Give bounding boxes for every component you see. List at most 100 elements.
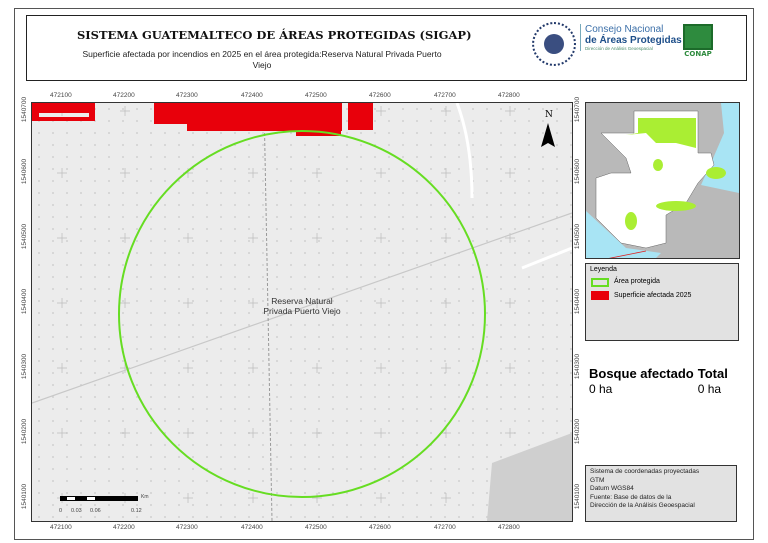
y-tick-label: 1540600 <box>574 158 582 185</box>
legend-title: Leyenda <box>590 266 617 273</box>
grid-cross <box>57 168 67 178</box>
outer-frame <box>14 8 754 540</box>
y-tick-label: 1540100 <box>21 483 29 510</box>
grid-cross <box>183 428 193 438</box>
grid-cross <box>441 298 451 308</box>
road-white <box>455 103 474 199</box>
grid-cross <box>183 298 193 308</box>
grid-cross <box>120 233 130 243</box>
road <box>32 212 572 404</box>
grid-cross <box>505 106 515 116</box>
x-tick-label: 472100 <box>50 92 72 99</box>
info-line: Sistema de coordenadas proyectadas <box>590 468 700 475</box>
x-tick-label: 472600 <box>369 524 391 531</box>
stats-value-total: 0 ha <box>697 382 722 396</box>
legend-label-burned: Superficie afectada 2025 <box>614 292 692 299</box>
x-tick-label: 472800 <box>498 524 520 531</box>
guatemala-seal-logo <box>532 22 576 66</box>
grid-cross <box>120 428 130 438</box>
y-tick-label: 1540300 <box>574 353 582 380</box>
legend: Leyenda Área protegida Superficie afecta… <box>585 263 739 341</box>
stats-value-bosque: 0 ha <box>589 382 613 396</box>
y-tick-label: 1540300 <box>21 353 29 380</box>
grid-cross <box>376 493 386 503</box>
y-tick-label: 1540500 <box>21 223 29 250</box>
legend-swatch-protected <box>591 278 609 287</box>
info-line: Datum WGS84 <box>590 485 634 492</box>
header-box: SISTEMA GUATEMALTECO DE ÁREAS PROTEGIDAS… <box>26 15 747 81</box>
grid-cross <box>441 428 451 438</box>
x-tick-label: 472300 <box>176 524 198 531</box>
x-tick-label: 472800 <box>498 92 520 99</box>
scale-label: 0.06 <box>90 508 101 514</box>
grid-cross <box>441 106 451 116</box>
grid-cross <box>376 233 386 243</box>
scale-label: 0 <box>59 508 63 514</box>
grid-cross <box>312 493 322 503</box>
y-tick-label: 1540100 <box>574 483 582 510</box>
conap-logo-text: CONAP <box>684 50 712 58</box>
north-label: N <box>545 110 553 120</box>
grid-cross <box>376 168 386 178</box>
x-tick-label: 472200 <box>113 92 135 99</box>
grid-cross <box>312 233 322 243</box>
grid-cross <box>376 298 386 308</box>
grid-cross <box>441 168 451 178</box>
grid-crosses <box>57 106 515 503</box>
y-tick-label: 1540400 <box>574 288 582 315</box>
grid-cross <box>57 298 67 308</box>
grid-cross <box>57 233 67 243</box>
burned-area <box>32 103 373 136</box>
guatemala <box>595 110 715 249</box>
grid-cross <box>120 298 130 308</box>
y-tick-label: 1540700 <box>21 96 29 123</box>
sea-east <box>701 103 739 193</box>
x-tick-label: 472100 <box>50 524 72 531</box>
locator-inset-map[interactable] <box>585 102 740 259</box>
y-tick-label: 1540600 <box>21 158 29 185</box>
grid-cross <box>248 168 258 178</box>
x-tick-label: 472500 <box>305 524 327 531</box>
scale-label: 0.03 <box>71 508 82 514</box>
conap-wordmark: Consejo Nacional de Áreas Protegidas Dir… <box>580 24 682 51</box>
metadata-box: Sistema de coordenadas proyectadas GTM D… <box>585 465 737 522</box>
y-tick-label: 1540200 <box>574 418 582 445</box>
org-line3: Dirección de Análisis Geoespacial <box>585 46 653 51</box>
grid-cross <box>505 298 515 308</box>
org-line2: de Áreas Protegidas <box>585 35 682 46</box>
x-tick-label: 472600 <box>369 92 391 99</box>
sea-pacific <box>586 211 661 258</box>
protected-areas <box>626 118 696 148</box>
grid-cross <box>376 428 386 438</box>
x-tick-label: 472400 <box>241 92 263 99</box>
x-tick-label: 472700 <box>434 524 456 531</box>
grid-cross <box>120 363 130 373</box>
location-line <box>608 250 647 258</box>
info-line: Fuente: Base de datos de la <box>590 493 672 501</box>
area-label: Reserva Natural Privada Puerto Viejo <box>263 296 341 316</box>
grid-cross <box>183 493 193 503</box>
stats-table: Bosque afectado Total 0 ha 0 ha <box>589 366 728 397</box>
org-line1: Consejo Nacional <box>585 24 664 35</box>
x-tick-label: 472300 <box>176 92 198 99</box>
conap-logo: CONAP <box>682 24 714 60</box>
y-tick-label: 1540500 <box>574 223 582 250</box>
y-tick-label: 1540200 <box>21 418 29 445</box>
locator-svg <box>586 103 739 258</box>
scale-unit: Km <box>141 494 149 500</box>
grid-cross <box>312 168 322 178</box>
main-map[interactable]: N Reserva Natural Privada Puerto Viejo K… <box>31 102 573 522</box>
grid-cross <box>441 493 451 503</box>
protected-area-boundary <box>118 130 486 498</box>
grid-cross <box>120 168 130 178</box>
x-tick-label: 472400 <box>241 524 263 531</box>
stats-header-bosque: Bosque afectado <box>589 366 694 381</box>
info-line: Dirección de la Análisis Geoespacial <box>590 502 695 509</box>
grid-cross <box>441 363 451 373</box>
grid-cross <box>183 233 193 243</box>
grid-cross <box>120 106 130 116</box>
grid-cross <box>312 428 322 438</box>
info-line: GTM <box>590 476 605 484</box>
grid-cross <box>183 363 193 373</box>
